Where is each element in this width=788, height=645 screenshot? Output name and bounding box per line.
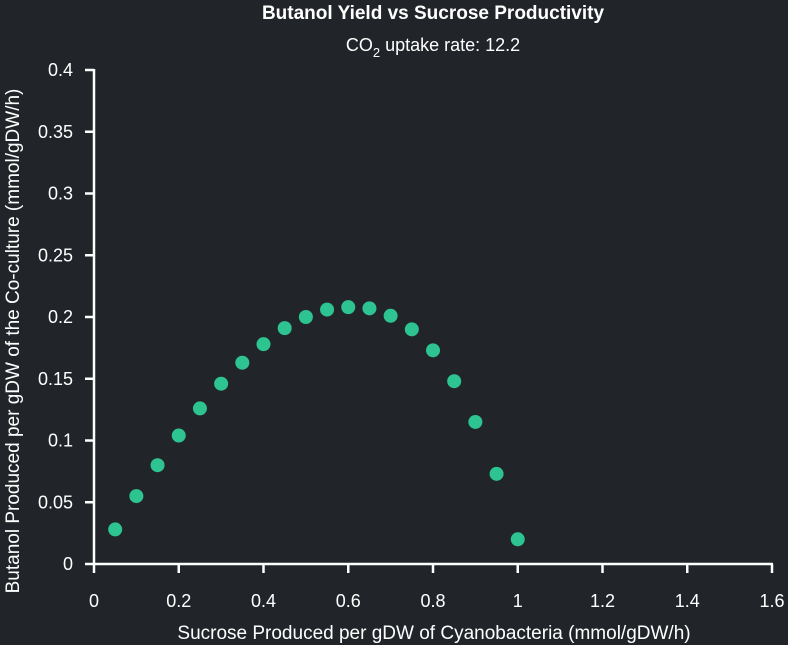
y-tick-label: 0.15 xyxy=(38,369,73,389)
y-tick-label: 0 xyxy=(63,554,73,574)
subtitle-subscript: 2 xyxy=(373,45,380,60)
data-point xyxy=(320,302,335,317)
data-point xyxy=(298,310,313,324)
x-tick-label: 0.2 xyxy=(166,591,191,611)
data-point xyxy=(277,321,292,336)
y-tick-label: 0.35 xyxy=(38,122,73,142)
subtitle-suffix: uptake rate: 12.2 xyxy=(380,35,520,55)
x-tick-label: 1.4 xyxy=(675,591,700,611)
y-tick-label: 0.4 xyxy=(48,60,73,80)
data-point xyxy=(383,308,398,323)
x-axis-label: Sucrose Produced per gDW of Cyanobacteri… xyxy=(177,623,690,644)
data-point xyxy=(235,355,250,370)
x-tick-label: 0.6 xyxy=(336,591,361,611)
data-points xyxy=(108,300,525,547)
x-tick-label: 0 xyxy=(89,591,99,611)
data-point xyxy=(256,337,271,352)
x-tick-label: 0.8 xyxy=(420,591,445,611)
x-tick-label: 1.2 xyxy=(590,591,615,611)
data-point xyxy=(150,458,165,473)
subtitle-prefix: CO xyxy=(346,35,373,55)
x-tick-label: 0.4 xyxy=(251,591,276,611)
x-tick-label: 1 xyxy=(513,591,523,611)
data-point xyxy=(129,489,144,504)
x-tick-label: 1.6 xyxy=(759,591,784,611)
y-tick-label: 0.3 xyxy=(48,184,73,204)
y-tick-label: 0.05 xyxy=(38,492,73,512)
chart-title: Butanol Yield vs Sucrose Productivity xyxy=(262,3,605,24)
data-point xyxy=(192,401,207,416)
data-point xyxy=(426,343,440,358)
data-point xyxy=(404,322,419,337)
chart-subtitle: CO2 uptake rate: 12.2 xyxy=(346,35,520,60)
y-tick-label: 0.25 xyxy=(38,245,73,265)
data-point xyxy=(171,428,186,443)
y-tick-label: 0.1 xyxy=(48,431,73,451)
data-point xyxy=(468,414,483,429)
data-point xyxy=(214,376,229,391)
y-tick-label: 0.2 xyxy=(48,307,73,327)
data-point xyxy=(341,300,356,315)
data-point xyxy=(447,374,462,389)
axes xyxy=(92,69,773,566)
ticks: 0 0.2 0.4 0.6 0.8 1 1.2 1.4 1.6 0 0.05 0.1 0.15 0.2 0.… xyxy=(38,60,785,611)
data-point xyxy=(362,301,377,316)
y-axis-label: Butanol Produced per gDW of the Co-cultu… xyxy=(3,89,24,594)
data-point xyxy=(510,532,525,547)
data-point xyxy=(108,522,123,537)
data-point xyxy=(489,466,504,481)
